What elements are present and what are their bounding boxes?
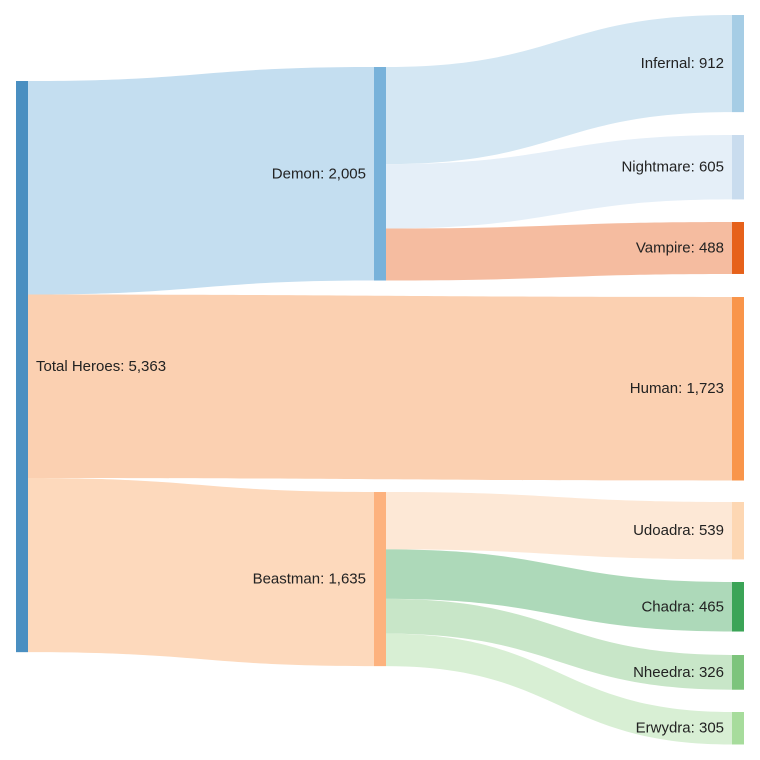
node-nightmare[interactable] (732, 135, 744, 200)
node-beastman[interactable] (374, 492, 386, 667)
node-chadra[interactable] (732, 582, 744, 632)
node-label-beastman: Beastman: 1,635 (253, 571, 366, 588)
node-label-udoadra: Udoadra: 539 (633, 522, 724, 539)
node-label-total: Total Heroes: 5,363 (36, 358, 166, 375)
nodes-layer (16, 15, 744, 745)
link-beastman-to-chadra[interactable] (386, 549, 732, 632)
link-beastman-to-udoadra[interactable] (386, 492, 732, 560)
links-layer (28, 15, 732, 745)
node-vampire[interactable] (732, 222, 744, 274)
node-label-human: Human: 1,723 (630, 380, 724, 397)
link-total-to-beastman[interactable] (28, 478, 374, 667)
node-total[interactable] (16, 81, 28, 653)
labels-layer: Total Heroes: 5,363 Demon: 2,005 Beastman:… (36, 55, 724, 737)
link-total-to-human[interactable] (28, 294, 732, 481)
link-demon-to-vampire[interactable] (386, 222, 732, 281)
node-erwydra[interactable] (732, 712, 744, 745)
node-human[interactable] (732, 297, 744, 481)
link-beastman-to-erwydra[interactable] (386, 633, 732, 745)
link-demon-to-infernal[interactable] (386, 15, 732, 165)
link-total-to-demon[interactable] (28, 67, 374, 295)
link-beastman-to-nheedra[interactable] (386, 598, 732, 690)
node-label-vampire: Vampire: 488 (636, 239, 724, 256)
node-label-nheedra: Nheedra: 326 (633, 664, 724, 681)
link-demon-to-nightmare[interactable] (386, 135, 732, 229)
node-label-erwydra: Erwydra: 305 (636, 720, 724, 737)
node-label-nightmare: Nightmare: 605 (621, 159, 724, 176)
node-demon[interactable] (374, 67, 386, 281)
node-label-infernal: Infernal: 912 (641, 55, 724, 72)
node-nheedra[interactable] (732, 655, 744, 690)
node-infernal[interactable] (732, 15, 744, 113)
node-label-demon: Demon: 2,005 (272, 165, 366, 182)
node-udoadra[interactable] (732, 502, 744, 560)
node-label-chadra: Chadra: 465 (641, 598, 724, 615)
